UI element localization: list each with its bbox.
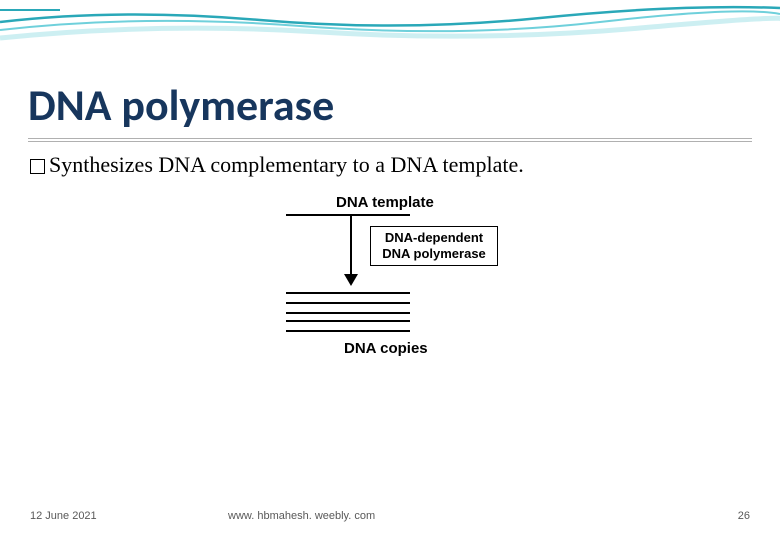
header-wave-decoration	[0, 0, 780, 60]
slide-title: DNA polymerase	[28, 78, 334, 132]
diagram-arrow	[350, 216, 352, 276]
diagram-copy-line	[286, 320, 410, 322]
diagram-enzyme-box: DNA-dependent DNA polymerase	[370, 226, 498, 266]
footer-date: 12 June 2021	[30, 510, 97, 522]
footer-page-number: 26	[738, 510, 750, 522]
diagram-copy-line	[286, 292, 410, 294]
diagram-copy-line	[286, 330, 410, 332]
bullet-item: Synthesizes DNA complementary to a DNA t…	[30, 152, 524, 178]
diagram-copies-label: DNA copies	[344, 340, 428, 357]
diagram-template-label: DNA template	[336, 194, 434, 211]
dna-polymerase-diagram: DNA template DNA-dependent DNA polymeras…	[252, 192, 528, 368]
bullet-text: Synthesizes DNA complementary to a DNA t…	[49, 152, 524, 178]
diagram-enzyme-line2: DNA polymerase	[382, 246, 486, 261]
diagram-template-line	[286, 214, 410, 216]
diagram-enzyme-line1: DNA-dependent	[385, 230, 483, 245]
diagram-copy-line	[286, 302, 410, 304]
diagram-copy-line	[286, 312, 410, 314]
bullet-square-icon	[30, 159, 45, 174]
title-underline	[28, 141, 752, 142]
title-underline	[28, 138, 752, 139]
footer-url: www. hbmahesh. weebly. com	[228, 510, 375, 522]
diagram-arrow-head	[344, 274, 358, 286]
